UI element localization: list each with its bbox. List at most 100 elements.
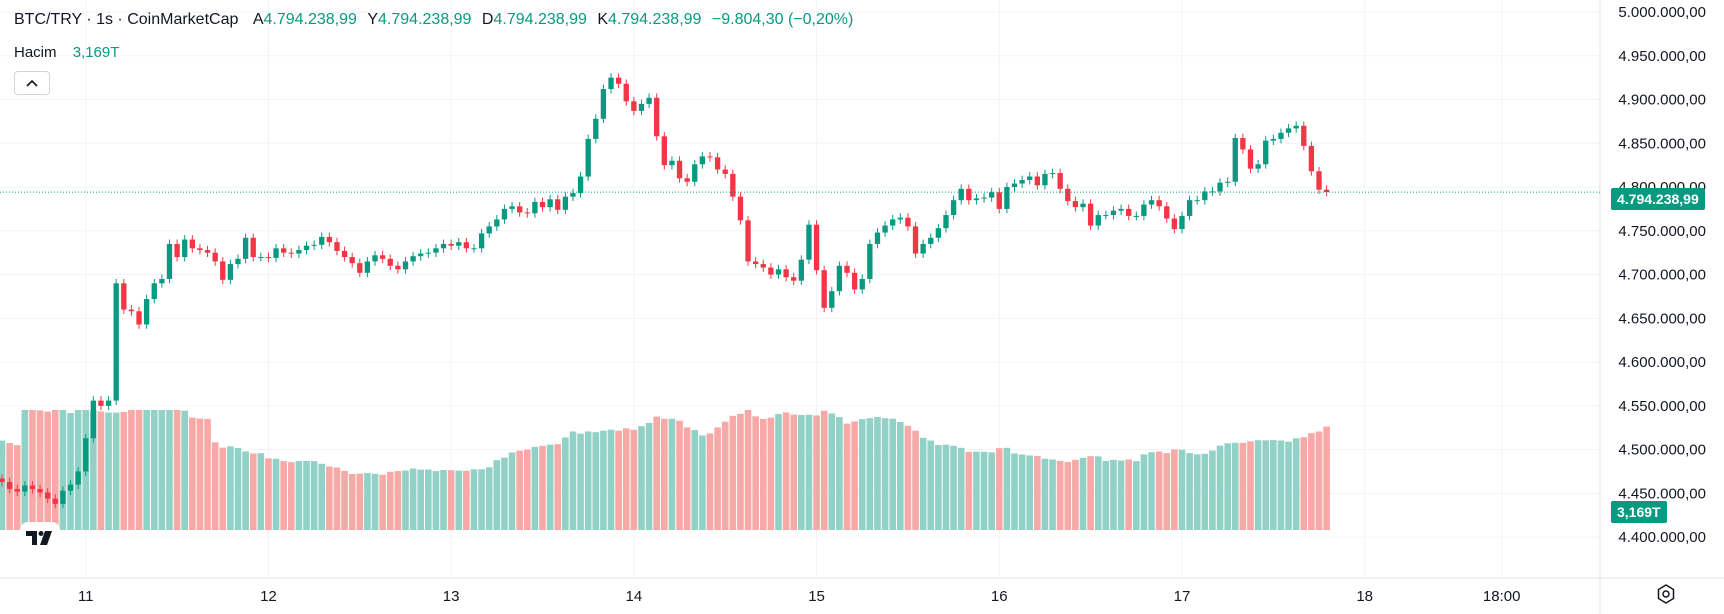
volume-bar [767, 417, 775, 530]
volume-bar [584, 431, 592, 530]
volume-bar [957, 447, 965, 530]
volume-bar [143, 410, 150, 530]
volume-label[interactable]: Hacim [14, 44, 57, 61]
candle-body [227, 264, 234, 280]
candle-body [654, 97, 660, 137]
candle-body [577, 176, 584, 194]
volume-bar [97, 411, 105, 530]
candle-body [1308, 145, 1315, 172]
volume-bar [919, 437, 927, 530]
candle-body [1019, 180, 1025, 184]
candle-body [692, 164, 698, 182]
candle-body [174, 243, 180, 258]
volume-bar [463, 470, 470, 530]
candle-body [1034, 176, 1040, 186]
volume-bar [1285, 441, 1292, 530]
volume-bar [744, 410, 752, 530]
collapse-legend-button[interactable] [14, 71, 50, 95]
y-tick-label: 4.550.000,00 [1618, 398, 1706, 415]
candle-body [486, 226, 492, 234]
tradingview-logo-icon [26, 531, 52, 545]
volume-bar [1125, 459, 1132, 530]
volume-bar [775, 414, 782, 530]
candle-body [684, 178, 690, 182]
candle-body [45, 492, 51, 499]
volume-bar [1224, 443, 1231, 530]
candle-body [912, 226, 919, 254]
volume-bar [912, 430, 919, 530]
candle-body [121, 283, 127, 310]
symbol-title[interactable]: BTC/TRY · 1s · CoinMarketCap [14, 11, 239, 28]
volume-bar [1163, 453, 1171, 530]
candle-body [250, 237, 256, 258]
y-tick-label: 4.900.000,00 [1618, 92, 1706, 109]
candle-body [83, 438, 89, 472]
candle-body [958, 188, 964, 201]
volume-bar [950, 445, 957, 530]
candle-body [395, 265, 401, 270]
candle-body [714, 157, 721, 170]
volume-bar [1315, 431, 1323, 530]
volume-bar [676, 420, 683, 530]
candle-body [1126, 208, 1132, 216]
candle-body [418, 253, 424, 257]
volume-bar [417, 469, 425, 530]
candle-body [851, 272, 858, 290]
candle-body [60, 490, 66, 504]
candle-body [212, 252, 218, 262]
candle-body [1316, 171, 1322, 190]
candle-body [281, 248, 287, 253]
candle-body [532, 201, 538, 214]
candle-body [1323, 189, 1330, 193]
volume-bar [600, 430, 607, 530]
volume-bar [219, 447, 227, 530]
volume-bar [371, 473, 379, 530]
volume-bar [249, 453, 257, 530]
volume-bar [1231, 442, 1239, 530]
y-tick-label: 4.950.000,00 [1618, 48, 1706, 65]
volume-bar [44, 411, 51, 530]
chart-settings-button[interactable] [1655, 583, 1677, 605]
volume-bar [531, 446, 539, 530]
volume-bar [881, 418, 889, 530]
volume-bar [1132, 461, 1140, 530]
volume-bar [1003, 447, 1011, 530]
candle-body [197, 248, 203, 251]
tradingview-logo[interactable] [20, 522, 60, 552]
candle-body [768, 267, 774, 275]
candle-body [463, 242, 470, 249]
candle-body [235, 258, 241, 265]
volume-bar [189, 417, 196, 530]
candle-body [425, 252, 431, 254]
candle-body [524, 212, 530, 214]
volume-bar [539, 445, 546, 530]
candle-body [539, 201, 546, 208]
candle-body [890, 219, 896, 226]
volume-bar [196, 418, 204, 530]
candle-body [433, 248, 439, 253]
candle-body [105, 400, 112, 406]
volume-bar [1018, 454, 1026, 530]
volume-bar [935, 445, 942, 530]
candle-body [760, 264, 766, 268]
candle-body [570, 193, 576, 197]
volume-bar [1102, 460, 1110, 530]
volume-bar [607, 429, 615, 530]
volume-bar [577, 433, 584, 530]
candle-body [456, 242, 462, 246]
volume-bar [1308, 433, 1315, 530]
candle-body [874, 232, 881, 244]
candle-body [364, 261, 371, 273]
candle-body [67, 484, 74, 491]
volume-bar [1171, 449, 1178, 530]
volume-bar [874, 416, 881, 530]
volume-bar [447, 470, 455, 530]
x-tick-label: 16 [991, 588, 1008, 605]
volume-bar [988, 452, 995, 530]
volume-bar [1277, 440, 1285, 530]
candle-body [867, 243, 873, 279]
volume-bar [508, 452, 516, 530]
candle-body [1065, 188, 1071, 202]
volume-bar [729, 415, 737, 530]
